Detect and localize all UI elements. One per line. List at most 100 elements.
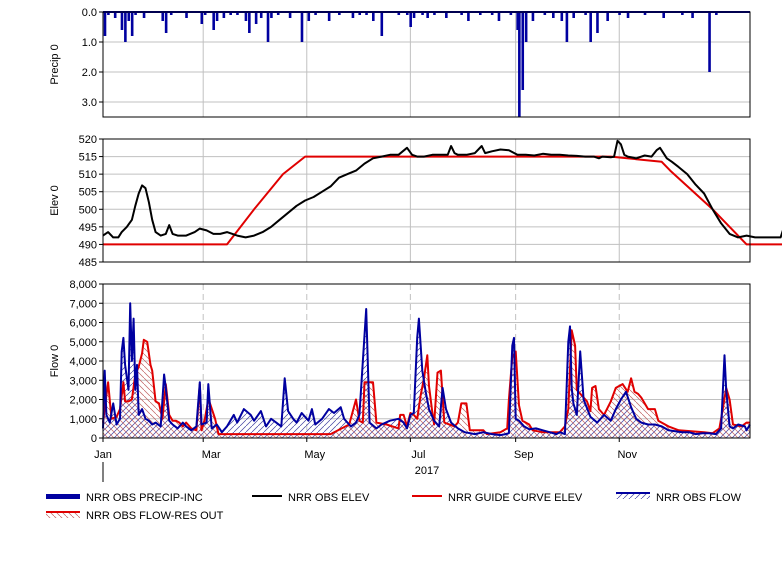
obs-flow-line: [102, 302, 751, 437]
precip-bar: [662, 12, 665, 18]
precip-bar: [266, 12, 270, 42]
precip-bar: [691, 12, 694, 18]
precip-bar: [161, 12, 165, 21]
precip-bar: [372, 12, 375, 21]
precip-bar: [200, 12, 204, 24]
x-tick-label: Sep: [514, 449, 534, 461]
elev-series: [102, 139, 782, 246]
elev-ytick-label: 510: [79, 169, 97, 181]
precip-frame: [102, 11, 751, 118]
precip-bar: [300, 12, 304, 42]
precip-bar: [244, 12, 248, 21]
precip-ytick-label: 0.0: [82, 7, 97, 19]
precip-bar: [596, 12, 599, 33]
precip-bar: [107, 12, 110, 15]
legend-label-elev: NRR OBS ELEV: [288, 492, 370, 504]
x-major-label: 2017: [415, 465, 439, 477]
elev-panel: 485 490 495 500 505 510 515 520 Elev 0: [49, 134, 782, 269]
flow-ytick-label: 0: [91, 433, 97, 445]
precip-bar: [708, 12, 711, 72]
precip-bar: [516, 12, 519, 30]
precip-ylabel: Precip 0: [49, 44, 61, 84]
precip-bar: [229, 12, 232, 15]
precip-bar: [215, 12, 219, 21]
precip-bar: [365, 12, 368, 15]
elev-ytick-label: 500: [79, 204, 97, 216]
legend-label-flow: NRR OBS FLOW: [656, 492, 742, 504]
precip-bar: [518, 12, 521, 117]
precip-bar: [307, 12, 311, 21]
precip-bar: [521, 12, 525, 90]
precip-bar: [134, 12, 137, 15]
elev-ytick-label: 495: [79, 222, 97, 234]
legend-item-resout: NRR OBS FLOW-RES OUT: [46, 510, 224, 522]
precip-panel: 0.0 1.0 2.0 3.0 Precip 0: [49, 7, 751, 118]
precip-bar: [203, 12, 207, 15]
flow-ytick-label: 4,000: [69, 356, 97, 368]
elev-ytick-label: 485: [79, 257, 97, 269]
precip-bar: [524, 12, 528, 42]
precip-bar: [421, 12, 424, 15]
precip-bar: [212, 12, 215, 30]
precip-bar: [405, 12, 409, 15]
x-axis: 2017: [415, 465, 439, 477]
precip-bar: [142, 12, 146, 18]
legend-swatch-resout: [46, 512, 80, 518]
precip-bar: [351, 12, 355, 18]
flow-ytick-label: 1,000: [69, 414, 97, 426]
legend-label-precip: NRR OBS PRECIP-INC: [86, 492, 203, 504]
precip-ytick-label: 1.0: [82, 37, 97, 49]
precip-bar: [124, 12, 127, 42]
flow-ylabel: Flow 0: [49, 345, 61, 377]
legend-item-flow: NRR OBS FLOW: [616, 492, 742, 504]
precip-bar: [715, 12, 718, 15]
precip-bar: [327, 12, 331, 21]
x-tick-label: Jan: [94, 449, 112, 461]
precip-bar: [467, 12, 470, 21]
precip-bar: [460, 12, 463, 15]
flow-ytick-label: 3,000: [69, 375, 97, 387]
precip-bar: [397, 12, 401, 15]
precip-bar: [276, 12, 280, 15]
precip-bar: [589, 12, 592, 42]
precip-bar: [565, 12, 569, 42]
precip-bar: [222, 12, 226, 18]
x-tick-label: Nov: [617, 449, 637, 461]
precip-bar: [103, 12, 107, 36]
precip-bar: [259, 12, 263, 18]
precip-bar: [164, 12, 168, 33]
precip-bar: [120, 12, 124, 30]
legend-label-resout: NRR OBS FLOW-RES OUT: [86, 510, 224, 522]
precip-ytick-label: 2.0: [82, 67, 97, 79]
precip-bar: [497, 12, 501, 21]
legend-swatch-flow: [616, 493, 650, 499]
precip-bar: [113, 12, 117, 18]
precip-bar: [185, 12, 188, 18]
precip-bar: [490, 12, 494, 15]
flow-ytick-label: 6,000: [69, 318, 97, 330]
precip-bar: [270, 12, 273, 18]
x-tick-label: Jul: [411, 449, 425, 461]
precip-bar: [380, 12, 384, 36]
flow-ytick-label: 5,000: [69, 337, 97, 349]
precip-bar: [618, 12, 621, 15]
precip-bar: [552, 12, 555, 18]
precip-bar: [584, 12, 587, 15]
precip-bar: [426, 12, 429, 18]
precip-bar: [531, 12, 535, 21]
precip-bar: [358, 12, 362, 15]
precip-bar: [412, 12, 416, 18]
x-tick-label: Mar: [202, 449, 221, 461]
res-out-line: [102, 329, 750, 436]
precip-ytick-label: 3.0: [82, 97, 97, 109]
precip-bar: [254, 12, 258, 24]
elev-ytick-label: 520: [79, 134, 97, 146]
precip-bar: [236, 12, 239, 15]
precip-bar: [445, 12, 448, 18]
precip-bar: [169, 12, 173, 15]
flow-ytick-label: 2,000: [69, 395, 97, 407]
precip-bar: [543, 12, 547, 15]
precip-plot-area: [102, 11, 751, 118]
precip-bar: [248, 12, 251, 33]
